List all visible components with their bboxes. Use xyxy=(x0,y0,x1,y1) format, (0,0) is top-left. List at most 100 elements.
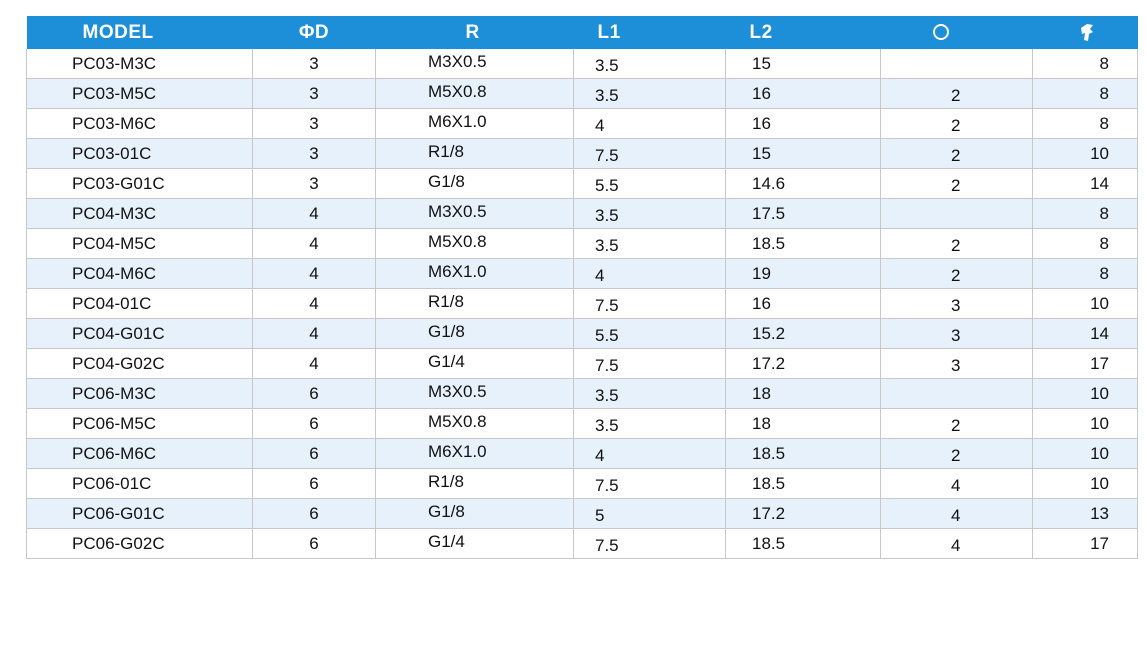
cell-diameter: 4 xyxy=(252,228,376,259)
cell-thread: R1/8 xyxy=(375,468,574,499)
cell-l2: 18.5 xyxy=(725,528,881,559)
spec-table: MODEL ΦD R L1 L2 PC03-M3C 3 M3X0.5 3.5 15 8 PC… xyxy=(26,16,1138,559)
cell-thread: M6X1.0 xyxy=(375,108,574,139)
cell-diameter: 4 xyxy=(252,318,376,349)
cell-model: PC04-01C xyxy=(26,288,253,319)
cell-model: PC04-M5C xyxy=(26,228,253,259)
cell-torque: 8 xyxy=(1032,228,1138,259)
header-row: MODEL ΦD R L1 L2 xyxy=(26,16,1138,49)
cell-diameter: 6 xyxy=(252,528,376,559)
cell-model: PC06-M6C xyxy=(26,438,253,469)
cell-model: PC04-M6C xyxy=(26,258,253,289)
cell-l1: 3.5 xyxy=(573,408,726,439)
cell-model: PC06-G01C xyxy=(26,498,253,529)
table-row: PC04-G01C 4 G1/8 5.5 15.2 3 14 xyxy=(26,318,1138,349)
cell-o-ring: 2 xyxy=(880,138,1033,169)
cell-diameter: 4 xyxy=(252,258,376,289)
cell-thread: M6X1.0 xyxy=(375,258,574,289)
cell-thread: G1/8 xyxy=(375,498,574,529)
cell-o-ring: 4 xyxy=(880,468,1033,499)
header-thread: R xyxy=(375,16,574,49)
cell-diameter: 3 xyxy=(252,108,376,139)
cell-diameter: 3 xyxy=(252,78,376,109)
cell-l1: 4 xyxy=(573,258,726,289)
cell-o-ring: 2 xyxy=(880,438,1033,469)
cell-o-ring: 4 xyxy=(880,498,1033,529)
cell-l1: 7.5 xyxy=(573,348,726,379)
cell-torque: 17 xyxy=(1032,348,1138,379)
cell-torque: 13 xyxy=(1032,498,1138,529)
cell-torque: 10 xyxy=(1032,438,1138,469)
table-row: PC03-M5C 3 M5X0.8 3.5 16 2 8 xyxy=(26,78,1138,109)
table-row: PC04-M5C 4 M5X0.8 3.5 18.5 2 8 xyxy=(26,228,1138,259)
cell-o-ring: 2 xyxy=(880,108,1033,139)
cell-l1: 3.5 xyxy=(573,228,726,259)
cell-l2: 16 xyxy=(725,78,881,109)
cell-model: PC06-M3C xyxy=(26,378,253,409)
cell-model: PC03-M3C xyxy=(26,49,253,79)
cell-diameter: 6 xyxy=(252,498,376,529)
table-row: PC06-M6C 6 M6X1.0 4 18.5 2 10 xyxy=(26,438,1138,469)
table-row: PC06-M3C 6 M3X0.5 3.5 18 10 xyxy=(26,378,1138,409)
cell-torque: 8 xyxy=(1032,108,1138,139)
cell-diameter: 4 xyxy=(252,348,376,379)
cell-torque: 10 xyxy=(1032,288,1138,319)
cell-thread: G1/4 xyxy=(375,528,574,559)
cell-l1: 4 xyxy=(573,108,726,139)
cell-torque: 10 xyxy=(1032,378,1138,409)
cell-l2: 19 xyxy=(725,258,881,289)
cell-o-ring: 3 xyxy=(880,348,1033,379)
header-model: MODEL xyxy=(26,16,253,49)
cell-o-ring: 3 xyxy=(880,318,1033,349)
cell-l2: 18 xyxy=(725,408,881,439)
cell-torque: 8 xyxy=(1032,258,1138,289)
table-row: PC06-01C 6 R1/8 7.5 18.5 4 10 xyxy=(26,468,1138,499)
cell-l2: 18.5 xyxy=(725,438,881,469)
cell-model: PC06-01C xyxy=(26,468,253,499)
header-torque xyxy=(1032,16,1138,49)
cell-diameter: 6 xyxy=(252,408,376,439)
cell-o-ring: 3 xyxy=(880,288,1033,319)
table-row: PC04-G02C 4 G1/4 7.5 17.2 3 17 xyxy=(26,348,1138,379)
cell-o-ring: 2 xyxy=(880,168,1033,199)
cell-thread: R1/8 xyxy=(375,288,574,319)
cell-model: PC06-M5C xyxy=(26,408,253,439)
cell-thread: G1/8 xyxy=(375,318,574,349)
cell-torque: 14 xyxy=(1032,318,1138,349)
cell-torque: 10 xyxy=(1032,468,1138,499)
cell-l2: 18 xyxy=(725,378,881,409)
cell-diameter: 3 xyxy=(252,138,376,169)
cell-l1: 7.5 xyxy=(573,468,726,499)
cell-l1: 5.5 xyxy=(573,318,726,349)
cell-diameter: 4 xyxy=(252,288,376,319)
cell-l1: 3.5 xyxy=(573,198,726,229)
cell-thread: M6X1.0 xyxy=(375,438,574,469)
header-o-ring xyxy=(880,16,1033,49)
cell-l1: 4 xyxy=(573,438,726,469)
cell-o-ring: 2 xyxy=(880,78,1033,109)
cell-diameter: 6 xyxy=(252,378,376,409)
cell-torque: 8 xyxy=(1032,198,1138,229)
cell-diameter: 6 xyxy=(252,468,376,499)
cell-o-ring xyxy=(880,378,1033,409)
cell-o-ring xyxy=(880,49,1033,79)
cell-thread: M5X0.8 xyxy=(375,408,574,439)
cell-o-ring: 2 xyxy=(880,258,1033,289)
cell-o-ring: 2 xyxy=(880,408,1033,439)
cell-torque: 10 xyxy=(1032,138,1138,169)
cell-model: PC04-M3C xyxy=(26,198,253,229)
cell-torque: 8 xyxy=(1032,49,1138,79)
cell-model: PC03-G01C xyxy=(26,168,253,199)
cell-l2: 17.2 xyxy=(725,348,881,379)
cell-l2: 16 xyxy=(725,288,881,319)
cell-model: PC03-01C xyxy=(26,138,253,169)
cell-model: PC04-G01C xyxy=(26,318,253,349)
cell-thread: G1/8 xyxy=(375,168,574,199)
table-row: PC03-01C 3 R1/8 7.5 15 2 10 xyxy=(26,138,1138,169)
cell-l1: 3.5 xyxy=(573,78,726,109)
table-body: PC03-M3C 3 M3X0.5 3.5 15 8 PC03-M5C 3 M5X0.8 3.5 1… xyxy=(26,49,1138,559)
cell-model: PC03-M6C xyxy=(26,108,253,139)
header-l1: L1 xyxy=(573,16,726,49)
table-row: PC06-G01C 6 G1/8 5 17.2 4 13 xyxy=(26,498,1138,529)
table-row: PC03-G01C 3 G1/8 5.5 14.6 2 14 xyxy=(26,168,1138,199)
